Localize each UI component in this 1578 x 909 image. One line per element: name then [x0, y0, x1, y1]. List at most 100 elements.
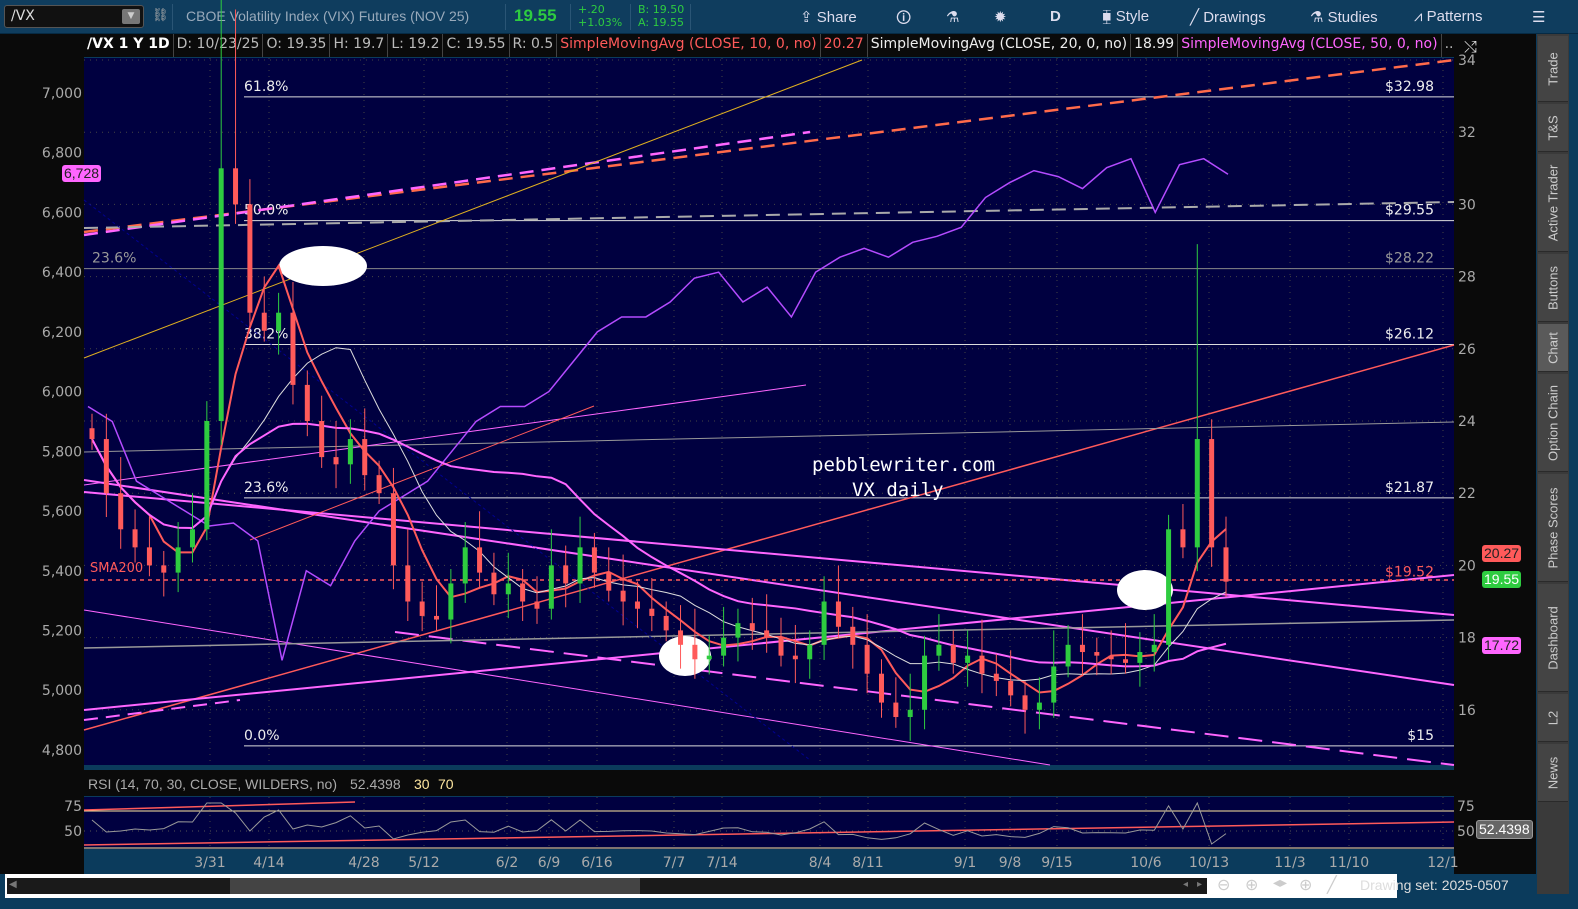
rsi-pane[interactable] [84, 797, 1454, 849]
symbol-input[interactable]: /VX ▼ [4, 5, 144, 28]
candle-body [362, 439, 368, 476]
candle-body [520, 583, 526, 602]
patterns-button[interactable]: ⩘ Patterns [1414, 8, 1483, 25]
scroll-thumb[interactable] [230, 878, 640, 894]
candle-body [749, 623, 755, 631]
trendline[interactable] [83, 344, 1455, 731]
last-price: 19.55 [514, 6, 557, 25]
tab-buttons[interactable]: Buttons [1538, 254, 1568, 322]
sma20-label[interactable]: SimpleMovingAvg (CLOSE, 20, 0, no) [868, 34, 1132, 57]
pan-icon[interactable]: ◂▸ [1273, 875, 1288, 891]
right-axis-label: 24 [1458, 414, 1476, 430]
tab-label: T&S [1545, 114, 1561, 141]
more-studies[interactable]: ... [1442, 34, 1454, 57]
left-axis-label: 6,800 [42, 146, 82, 162]
period-button[interactable]: D [1050, 8, 1061, 25]
fib-pct-label: 23.6% [92, 251, 136, 267]
tab-option-chain[interactable]: Option Chain [1538, 374, 1568, 472]
candle-body [448, 583, 454, 620]
x-tick-label: 9/1 [954, 855, 977, 871]
zoom-out-icon[interactable]: ⊖ [1217, 875, 1231, 894]
candle-body [175, 547, 181, 573]
tab-news[interactable]: News [1538, 744, 1568, 802]
tab-label: Dashboard [1545, 605, 1561, 670]
scroll-left-icon[interactable]: ◀ [9, 879, 17, 890]
x-tick-label: 5/12 [408, 855, 439, 871]
trendline[interactable] [83, 201, 1455, 229]
candle-body [1022, 695, 1028, 710]
x-tick-label: 8/4 [809, 855, 832, 871]
scroll-left-small-icon[interactable]: ◂ [1183, 879, 1189, 890]
link-icon[interactable]: ⛓ [152, 8, 169, 23]
rsi-oversold: 30 [414, 776, 430, 792]
trendline[interactable] [83, 59, 863, 359]
tab-active-trader[interactable]: Active Trader [1538, 154, 1568, 252]
drawing-icon[interactable]: ╱ [1327, 875, 1337, 894]
candle-body [218, 168, 224, 421]
sma50-label[interactable]: SimpleMovingAvg (CLOSE, 50, 0, no) [1178, 34, 1442, 57]
candle-body [792, 655, 798, 660]
candle-body [649, 608, 655, 616]
trendline[interactable] [83, 421, 1455, 453]
share-button[interactable]: ⇪ Share [800, 8, 857, 26]
candles[interactable] [89, 0, 1229, 741]
highlight-ellipse[interactable] [279, 246, 367, 286]
trendline[interactable] [83, 479, 1455, 686]
sma10-label[interactable]: SimpleMovingAvg (CLOSE, 10, 0, no) [557, 34, 821, 57]
studies-button[interactable]: ⚗ Studies [1310, 8, 1378, 26]
tab-label: Buttons [1545, 265, 1561, 310]
trendline[interactable] [83, 609, 1051, 766]
candle-body [850, 626, 856, 645]
tab-phase-scores[interactable]: Phase Scores [1538, 474, 1568, 582]
flask-icon[interactable]: ⚗ [946, 9, 960, 26]
right-axis-label: 28 [1458, 270, 1476, 286]
x-tick-label: 7/14 [706, 855, 738, 871]
candle-body [893, 702, 899, 718]
candle-body [1079, 644, 1085, 653]
candle-body [1123, 659, 1129, 663]
crosshair-icon[interactable]: ⊕ [1299, 875, 1313, 894]
highlight-ellipse[interactable] [659, 636, 711, 676]
sma200-label: SMA200 [90, 561, 143, 576]
horizontal-scrollbar[interactable]: ◀ ◂ ▸ ⊖ ⊕ ◂▸ ⊕ ╱ [5, 874, 1397, 898]
fib-price-label: $32.98 [1385, 79, 1434, 95]
tab-dashboard[interactable]: Dashboard [1538, 584, 1568, 692]
candle-body [993, 673, 999, 681]
candle-body [534, 601, 540, 609]
candle-body [778, 637, 784, 656]
zoom-in-icon[interactable]: ⊕ [1245, 875, 1259, 894]
menu-icon[interactable]: ☰ [1532, 9, 1546, 26]
candle-body [821, 601, 827, 645]
tab-trade[interactable]: Trade [1538, 36, 1568, 102]
crosshair-toggle-icon[interactable]: ⤭ [1464, 37, 1477, 56]
rsi-tag: 52.4398 [1476, 820, 1533, 839]
tab-t-s[interactable]: T&S [1538, 104, 1568, 152]
candle-body [1036, 702, 1042, 710]
drawing-set-label[interactable]: Drawing set: 2025-0507 [1360, 877, 1509, 893]
drawings-label: Drawings [1203, 9, 1266, 26]
trendline[interactable] [249, 405, 595, 541]
trendline[interactable] [83, 130, 811, 237]
ask: A: 19.55 [638, 16, 685, 29]
tab-chart[interactable]: Chart [1538, 324, 1568, 372]
info-icon[interactable]: 🛈 [896, 10, 912, 27]
trendline[interactable] [83, 699, 241, 721]
price-pane[interactable] [84, 58, 1454, 765]
highlight-ellipse[interactable] [1117, 570, 1173, 610]
tab-l2[interactable]: L2 [1538, 694, 1568, 742]
divider [172, 4, 173, 30]
x-tick-label: 9/15 [1041, 855, 1072, 871]
x-tick-label: 9/8 [999, 855, 1022, 871]
gear-icon[interactable]: ✹ [994, 9, 1007, 26]
candle-body [1108, 655, 1114, 660]
chevron-down-icon[interactable]: ▼ [122, 9, 140, 24]
rsi-label[interactable]: RSI (14, 70, 30, CLOSE, WILDERS, no) [88, 776, 337, 792]
trendline[interactable] [83, 384, 807, 486]
candle-body [146, 547, 152, 566]
drawings-button[interactable]: ╱ Drawings [1190, 8, 1266, 26]
style-button[interactable]: ⧯ Style [1102, 8, 1149, 25]
candle-body [233, 168, 239, 205]
trendline[interactable] [83, 574, 1455, 711]
scroll-right-icon[interactable]: ▸ [1197, 879, 1203, 890]
